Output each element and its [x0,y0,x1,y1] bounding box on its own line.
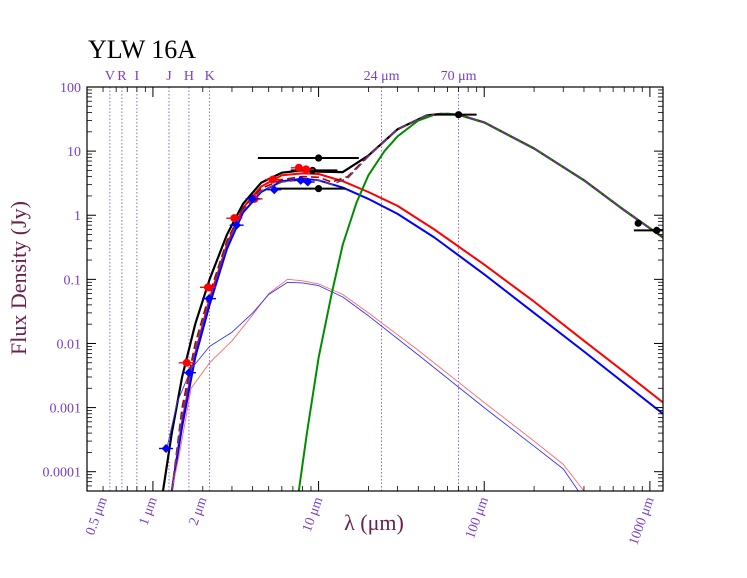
band-label-4: H [184,69,194,84]
red-point-4 [268,175,277,184]
series-line-3 [171,278,585,491]
red-point-6 [302,165,311,174]
blue-point-4 [248,194,258,204]
blue-point-2 [204,294,214,304]
series-line-4 [165,281,579,491]
series-line-6 [171,113,663,491]
red-point-5 [294,163,303,172]
band-label-0: V [105,69,115,84]
x-tick-label-4: 100 μm [463,495,492,541]
band-label-7: 70 μm [441,69,477,84]
x-tick-label-1: 1 μm [137,495,161,527]
black-point-4 [634,219,642,227]
black-point-5 [653,226,661,235]
red-point-0 [182,358,191,367]
blue-point-3 [232,220,242,230]
band-label-5: K [205,69,215,84]
data-points [159,111,663,454]
series-line-7 [171,113,663,491]
model-curves [161,112,663,491]
x-tick-label-3: 10 μm [300,495,326,534]
blue-point-5 [269,185,279,195]
y-tick-label-5: 10 [67,145,81,160]
band-label-2: I [135,69,140,84]
black-point-0 [314,154,323,162]
blue-point-0 [161,444,171,454]
blue-point-1 [184,368,194,378]
x-tick-label-2: 2 μm [187,495,211,527]
black-point-2 [314,185,323,193]
band-label-6: 24 μm [364,69,400,84]
x-tick-label-0: 0.5 μm [83,495,111,537]
series-line-0 [161,112,663,491]
band-label-1: R [117,69,127,84]
blue-point-7 [303,177,313,187]
y-tick-label-2: 0.01 [57,337,82,352]
y-tick-label-4: 1 [74,209,81,224]
x-axis-label: λ (μm) [344,510,404,535]
y-tick-label-1: 0.001 [50,402,82,417]
black-point-1 [308,166,317,175]
y-tick-label-3: 0.1 [64,273,82,288]
chart-title: YLW 16A [88,35,196,64]
axis-ticks: 0.0001 0.001 0.01 0.1 1 10 100 0.5 μm 1 μm 2 μm 10… [43,81,663,547]
red-point-1 [203,283,212,292]
black-point-3 [454,111,463,119]
x-tick-label-5: 1000 μm [626,495,657,547]
series-line-1 [170,172,663,491]
y-tick-label-0: 0.0001 [43,466,82,481]
band-label-3: J [166,69,172,84]
y-axis-label: Flux Density (Jy) [6,201,31,355]
series-line-2 [170,177,663,491]
red-point-2 [230,214,239,223]
y-tick-label-6: 100 [60,81,81,96]
